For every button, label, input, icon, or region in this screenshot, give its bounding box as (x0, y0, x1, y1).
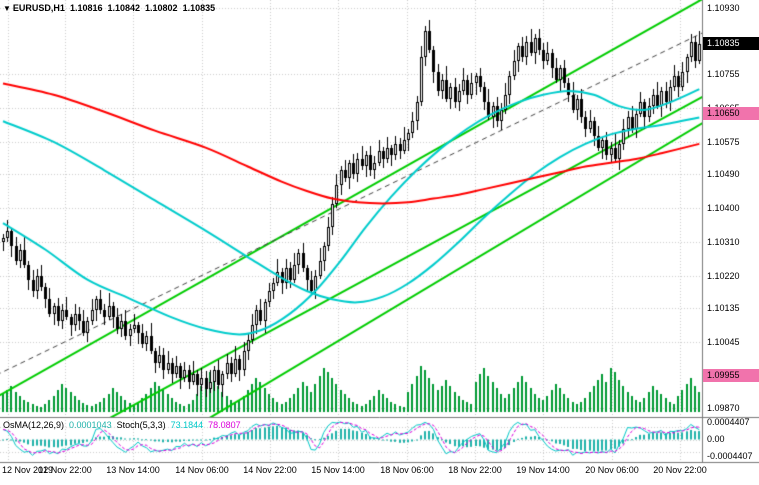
level-price-box: 1.10650 (703, 107, 759, 121)
indicator-axis-label: 0.00 (707, 434, 725, 444)
indicator-axis-label: 0.0004407 (707, 417, 750, 427)
price-axis-label: 1.10135 (707, 303, 740, 313)
high-value: 1.10842 (107, 3, 141, 13)
time-axis-label: 14 Nov 06:00 (175, 465, 229, 475)
time-axis-label: 15 Nov 14:00 (311, 465, 365, 475)
symbol-label: EURUSD,H1 (12, 3, 65, 13)
time-axis-label: 20 Nov 06:00 (585, 465, 639, 475)
stoch-main-value: 73.1844 (170, 420, 204, 430)
price-axis-label: 1.10045 (707, 336, 740, 347)
time-axis: 12 Nov 2019 12 Nov 22:00 13 Nov 14:00 14 No… (0, 465, 759, 483)
time-axis-label: 13 Nov 14:00 (106, 465, 160, 475)
price-axis-label: 1.10310 (707, 236, 740, 247)
time-axis-label: 18 Nov 06:00 (380, 465, 434, 475)
price-axis-label: 1.10400 (707, 203, 740, 213)
price-axis-label: 1.10220 (707, 270, 740, 281)
price-axis-label: 1.10930 (707, 3, 740, 13)
stoch-signal-value: 78.0807 (208, 420, 241, 430)
price-axis-label: 1.10755 (707, 69, 740, 80)
time-axis-label: 19 Nov 14:00 (516, 465, 570, 475)
stoch-label: Stoch(5,3,3) (116, 420, 166, 430)
indicator-axis-label: -0.0004407 (707, 451, 753, 461)
time-axis-label: 14 Nov 22:00 (243, 465, 297, 475)
time-axis-label: 20 Nov 22:00 (653, 465, 707, 475)
bid-price-box: 1.10835 (703, 37, 759, 51)
price-axis: 1.109301.107551.106651.105751.104901.104… (703, 0, 759, 485)
chart-marker-icon: ▼ (3, 4, 11, 13)
price-axis-label: 1.10575 (707, 136, 740, 147)
low-value: 1.10802 (145, 3, 178, 13)
indicator-header: OsMA(12,26,9) 0.0001043 Stoch(5,3,3) 73.184… (3, 420, 246, 430)
time-axis-label: 18 Nov 22:00 (448, 465, 502, 475)
price-axis-label: 1.10490 (707, 169, 740, 180)
ohlc-header: ▼ EURUSD,H1 1.10816 1.10842 1.10802 1.10835 (3, 3, 220, 13)
time-axis-label: 12 Nov 22:00 (38, 465, 92, 475)
open-value: 1.10816 (69, 3, 103, 13)
osma-value: 0.0001043 (69, 420, 112, 430)
osma-label: OsMA(12,26,9) (3, 420, 65, 430)
level-price-box: 1.09955 (703, 369, 759, 383)
time-axis-label: 12 Nov 2019 (2, 465, 54, 475)
price-axis-label: 1.09870 (707, 403, 740, 413)
close-value: 1.10835 (182, 3, 216, 13)
